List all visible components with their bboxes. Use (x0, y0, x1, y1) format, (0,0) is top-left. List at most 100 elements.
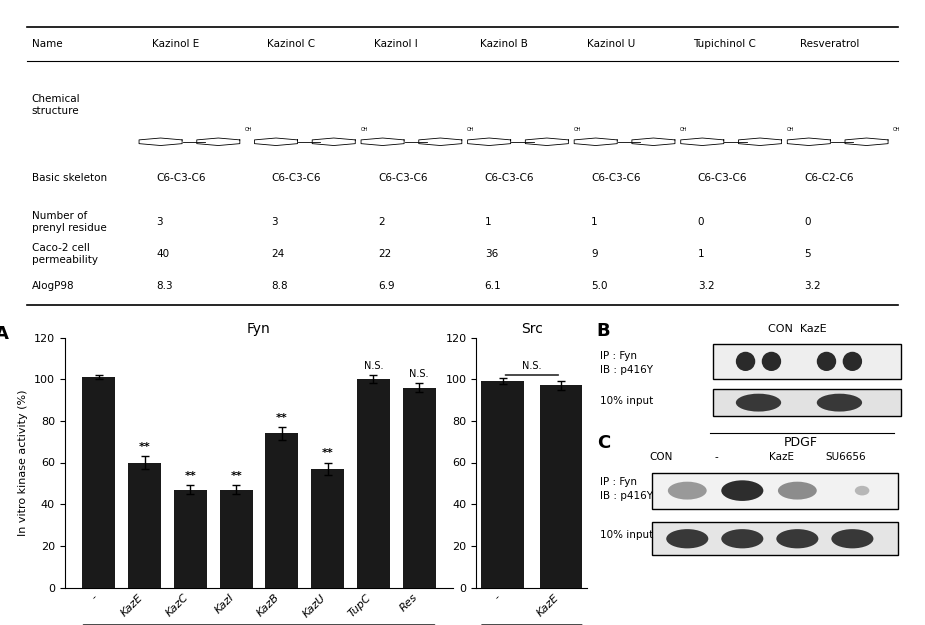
Text: C6-C3-C6: C6-C3-C6 (591, 173, 641, 183)
Bar (357, 379, 389, 588)
Text: **: ** (322, 448, 334, 458)
Text: Kazinol U: Kazinol U (586, 39, 635, 49)
Text: Name: Name (31, 39, 63, 49)
Ellipse shape (817, 352, 836, 371)
Ellipse shape (832, 529, 873, 548)
Text: A: A (0, 325, 8, 343)
Text: OH: OH (680, 127, 687, 132)
Text: Basic skeleton: Basic skeleton (31, 173, 107, 183)
Text: C: C (597, 434, 610, 452)
Text: OH: OH (894, 127, 901, 132)
Text: IB : p416Y: IB : p416Y (599, 491, 653, 501)
Text: B: B (597, 321, 610, 339)
Text: Kazinol B: Kazinol B (480, 39, 528, 49)
Text: 9: 9 (591, 249, 598, 259)
Text: 5: 5 (805, 249, 811, 259)
Text: N.S.: N.S. (364, 361, 383, 371)
Text: 8.3: 8.3 (156, 281, 173, 291)
Text: 3: 3 (156, 217, 163, 227)
Text: 1: 1 (591, 217, 598, 227)
Text: 36: 36 (485, 249, 498, 259)
Text: Resveratrol: Resveratrol (800, 39, 859, 49)
Text: OH: OH (361, 127, 368, 132)
Text: 3.2: 3.2 (805, 281, 821, 291)
Ellipse shape (736, 394, 781, 411)
Text: OH: OH (467, 127, 475, 132)
Text: Kazinol E: Kazinol E (152, 39, 199, 49)
Text: N.S.: N.S. (522, 361, 542, 371)
Text: OH: OH (574, 127, 581, 132)
Text: Kazinol C: Kazinol C (267, 39, 315, 49)
Text: 22: 22 (378, 249, 391, 259)
Text: PDGF: PDGF (783, 436, 818, 449)
Text: Number of
prenyl residue: Number of prenyl residue (31, 211, 106, 233)
Text: 6.9: 6.9 (378, 281, 395, 291)
Text: 2: 2 (378, 217, 385, 227)
Text: -: - (714, 452, 719, 462)
Ellipse shape (776, 529, 819, 548)
Text: C6-C3-C6: C6-C3-C6 (378, 173, 427, 183)
Text: N.S.: N.S. (410, 369, 429, 379)
Text: 8.8: 8.8 (272, 281, 289, 291)
Ellipse shape (722, 529, 763, 548)
Text: Tupichinol C: Tupichinol C (694, 39, 757, 49)
Bar (540, 386, 583, 588)
Bar (174, 489, 207, 588)
Ellipse shape (817, 394, 862, 411)
Bar (713, 344, 901, 379)
Text: C6-C3-C6: C6-C3-C6 (697, 173, 747, 183)
Title: Src: Src (521, 322, 543, 336)
Ellipse shape (722, 480, 763, 501)
Ellipse shape (736, 352, 755, 371)
Bar (265, 433, 299, 588)
Text: 40: 40 (156, 249, 169, 259)
Bar (402, 388, 436, 588)
Text: IP : Fyn: IP : Fyn (599, 478, 636, 488)
Text: **: ** (139, 442, 151, 452)
Text: IP : Fyn: IP : Fyn (599, 351, 636, 361)
Ellipse shape (855, 486, 870, 496)
Bar (481, 381, 524, 588)
Text: KazE: KazE (769, 452, 794, 462)
Text: 6.1: 6.1 (485, 281, 501, 291)
Ellipse shape (666, 529, 709, 548)
Ellipse shape (668, 482, 707, 499)
Text: C6-C3-C6: C6-C3-C6 (156, 173, 205, 183)
Bar (311, 469, 344, 588)
Ellipse shape (762, 352, 781, 371)
Text: AlogP98: AlogP98 (31, 281, 74, 291)
Ellipse shape (778, 482, 817, 499)
Text: **: ** (230, 471, 242, 481)
Bar (219, 489, 253, 588)
Text: OH: OH (245, 127, 253, 132)
Text: OH: OH (786, 127, 795, 132)
Text: IB : p416Y: IB : p416Y (599, 364, 653, 374)
Text: C6-C3-C6: C6-C3-C6 (485, 173, 535, 183)
Text: **: ** (276, 413, 288, 423)
Text: 0: 0 (697, 217, 704, 227)
Text: 5.0: 5.0 (591, 281, 608, 291)
Text: C6-C3-C6: C6-C3-C6 (272, 173, 321, 183)
Text: Caco-2 cell
permeability: Caco-2 cell permeability (31, 243, 98, 265)
Text: C6-C2-C6: C6-C2-C6 (805, 173, 854, 183)
Text: 3: 3 (272, 217, 278, 227)
Bar (713, 389, 901, 416)
Text: CON  KazE: CON KazE (768, 324, 827, 334)
Text: 10% input: 10% input (599, 529, 653, 539)
Bar (651, 472, 898, 509)
Text: Chemical
structure: Chemical structure (31, 94, 80, 116)
Text: SU6656: SU6656 (826, 452, 866, 462)
Bar (651, 522, 898, 555)
Text: 1: 1 (697, 249, 705, 259)
Ellipse shape (843, 352, 862, 371)
Text: **: ** (184, 471, 196, 481)
Text: Kazinol I: Kazinol I (374, 39, 417, 49)
Text: 3.2: 3.2 (697, 281, 714, 291)
Bar (82, 377, 116, 588)
Bar (129, 462, 161, 588)
Y-axis label: In vitro kinase activity (%): In vitro kinase activity (%) (18, 389, 29, 536)
Text: 10% input: 10% input (599, 396, 653, 406)
Text: CON: CON (649, 452, 673, 462)
Text: 0: 0 (805, 217, 811, 227)
Text: 24: 24 (272, 249, 285, 259)
